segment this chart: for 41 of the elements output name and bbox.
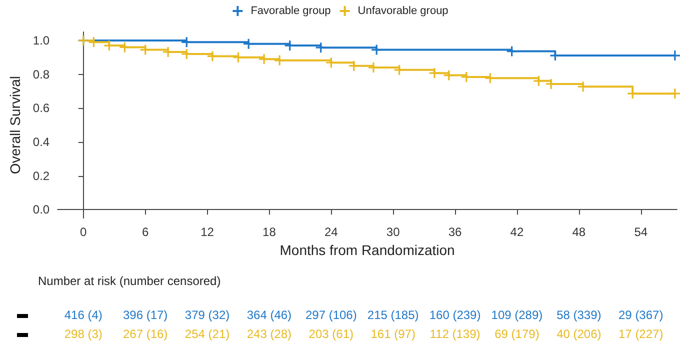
text: 215 (185) [367, 308, 419, 322]
y-tick-label: 0.6 [32, 101, 50, 116]
y-tick-label: 0.0 [32, 202, 50, 217]
text: 40 (206) [556, 327, 602, 341]
text: 416 (4) [64, 308, 102, 322]
text: 17 (227) [618, 327, 664, 341]
text: 297 (106) [305, 308, 357, 322]
y-tick-label: 0.8 [32, 67, 50, 82]
text: 379 (32) [184, 308, 230, 322]
text: 203 (61) [308, 327, 354, 341]
y-axis-title: Overall Survival [7, 76, 23, 174]
legend-label: Favorable group [250, 5, 331, 17]
x-tick-label: 42 [510, 225, 524, 240]
text: 58 (339) [556, 308, 602, 322]
x-tick-label: 54 [634, 225, 648, 240]
y-tick-label: 0.4 [32, 134, 50, 149]
text: 364 (46) [246, 308, 292, 322]
text: 243 (28) [246, 327, 292, 341]
text: 29 (367) [618, 308, 664, 322]
text: 267 (16) [122, 327, 168, 341]
text: 109 (289) [491, 308, 543, 322]
x-tick-label: 12 [200, 225, 214, 240]
x-tick-label: 6 [142, 225, 149, 240]
x-tick-label: 36 [448, 225, 462, 240]
text: 112 (139) [430, 327, 480, 341]
x-tick-label: 0 [80, 225, 88, 240]
text: 69 (179) [494, 327, 540, 341]
text: 298 (3) [64, 327, 102, 341]
x-tick-label: 30 [386, 225, 400, 240]
x-tick-label: 18 [262, 225, 276, 240]
text: 396 (17) [122, 308, 168, 322]
x-tick-label: 24 [324, 225, 338, 240]
x-axis-title: Months from Randomization [280, 242, 455, 258]
x-tick-label: 48 [572, 225, 586, 240]
text: 161 (97) [370, 327, 416, 341]
text: 254 (21) [184, 327, 230, 341]
text: 160 (239) [429, 308, 481, 322]
legend-label: Unfavorable group [358, 5, 448, 17]
text: Number at risk (number censored) [38, 274, 221, 288]
y-tick-label: 0.2 [32, 168, 50, 183]
y-tick-label: 1.0 [32, 33, 50, 48]
